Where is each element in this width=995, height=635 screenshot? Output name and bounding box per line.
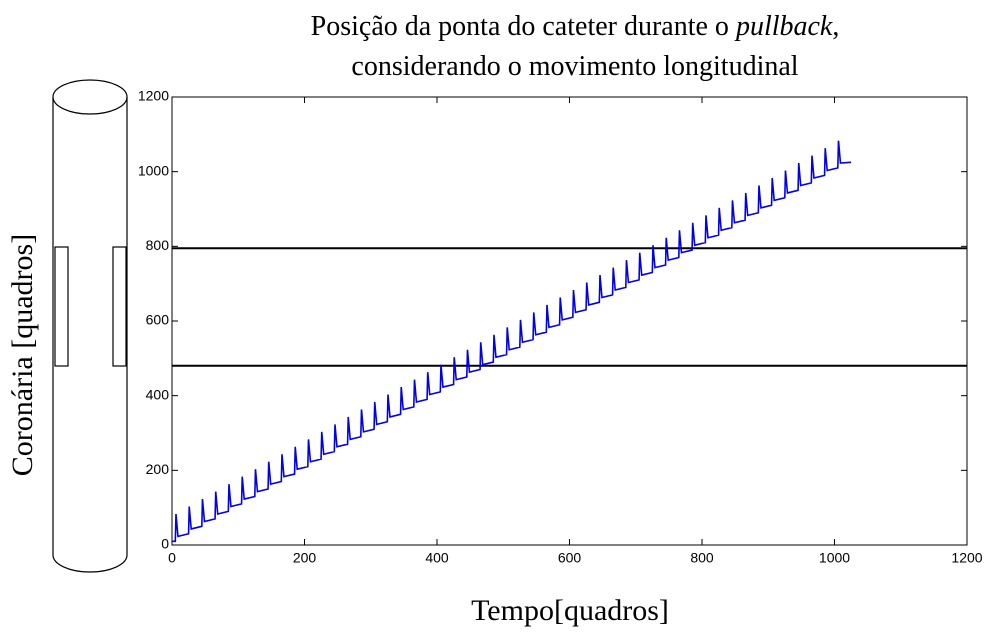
x-tick-label: 800: [690, 550, 714, 566]
x-axis-label: Tempo[quadros]: [471, 594, 669, 627]
y-tick-label: 200: [146, 461, 170, 477]
chart-title: Posição da ponta do cateter durante o pu…: [311, 11, 840, 42]
x-tick-label: 0: [168, 550, 176, 566]
y-tick-label: 400: [146, 386, 170, 402]
y-tick-label: 0: [161, 536, 169, 552]
y-tick-label: 800: [146, 237, 170, 253]
x-tick-label: 1200: [951, 550, 982, 566]
y-tick-label: 1200: [138, 88, 169, 104]
data-line: [172, 140, 852, 543]
x-tick-label: 400: [425, 550, 449, 566]
title-text: Posição da ponta do cateter durante o: [311, 11, 729, 42]
x-tick-label: 600: [558, 550, 582, 566]
plot-frame: [171, 96, 968, 546]
chart-subtitle: considerando o movimento longitudinal: [351, 51, 798, 82]
y-tick-label: 1000: [138, 162, 169, 178]
title-emphasis: pullback: [734, 11, 833, 42]
title-comma: ,: [832, 11, 839, 42]
vessel-illustration: [52, 79, 128, 573]
y-axis-label: Coronária [quadros]: [6, 234, 39, 476]
y-tick-label: 600: [146, 312, 170, 328]
x-tick-label: 1000: [819, 550, 850, 566]
x-tick-label: 200: [293, 550, 317, 566]
